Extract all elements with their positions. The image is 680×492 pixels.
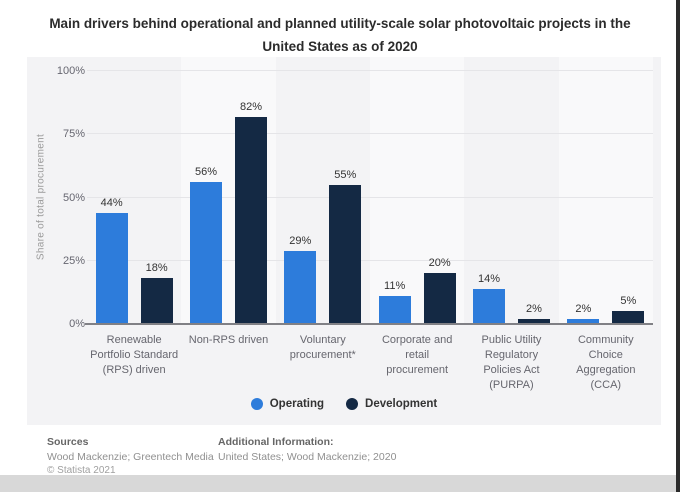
y-axis-title: Share of total procurement [35, 133, 47, 261]
bar-column: 55% [329, 168, 362, 324]
y-tick-label: 0% [69, 318, 85, 330]
gridline [87, 133, 653, 135]
bar-value-label: 55% [334, 168, 357, 181]
footer-additional-block: Additional Information: United States; W… [218, 436, 396, 476]
legend-label: Operating [269, 398, 325, 410]
bar-development [140, 278, 173, 324]
y-tick-label: 25% [62, 254, 85, 267]
bar-operating [189, 182, 222, 324]
bar-group: 14% 2% [464, 71, 558, 324]
bar-development [517, 318, 550, 324]
gridline [87, 196, 653, 198]
bar-operating [284, 250, 317, 324]
bar-value-label: 44% [100, 196, 123, 209]
bar-development [234, 116, 267, 324]
operating-legend-dot-icon [250, 398, 263, 410]
bar-value-label: 56% [194, 166, 217, 179]
bar-group: 29% 55% [276, 71, 370, 324]
bar-column: 2% [517, 302, 550, 324]
y-tick-label: 75% [62, 128, 85, 141]
bar-column: 20% [423, 257, 456, 324]
bar-column: 18% [140, 262, 173, 324]
chart-panel: Share of total procurement 0% 25% 50% 75% 10… [27, 57, 661, 425]
x-axis-label: Corporate and retail procurement [381, 334, 453, 376]
footer-sources-block: Sources Wood Mackenzie; Greentech Media … [47, 436, 218, 476]
bar-development [612, 311, 645, 324]
bar-development [423, 273, 456, 324]
legend-item-operating: Operating [250, 398, 325, 410]
bar-value-label: 82% [239, 100, 262, 113]
additional-info-label: Additional Information: [218, 436, 334, 448]
bar-column: 14% [472, 272, 505, 324]
legend-label: Development [365, 398, 438, 410]
bar-value-label: 11% [384, 280, 406, 293]
window-right-edge [676, 0, 680, 492]
gridline [87, 259, 653, 261]
bar-column: 29% [284, 234, 317, 324]
bar-column: 44% [95, 196, 128, 324]
bar-development [329, 184, 362, 324]
bar-value-label: 5% [620, 295, 637, 308]
y-tick-label: 100% [56, 65, 85, 77]
bar-column: 11% [378, 280, 411, 324]
bottom-edge-strip [0, 475, 680, 492]
x-axis-label: Community Choice Aggregation (CCA) [576, 334, 636, 391]
bar-groups: 44% 18% 56% 82% 29% 55% 11% 20% 14% 2% 2% 5% [87, 71, 653, 324]
copyright-text: © Statista 2021 [47, 465, 116, 476]
bar-value-label: 14% [477, 272, 500, 285]
category-band [558, 57, 653, 324]
x-axis-label: Voluntary procurement* [289, 334, 356, 361]
footer: Sources Wood Mackenzie; Greentech Media … [47, 436, 396, 476]
bar-column: 82% [234, 100, 267, 324]
bar-value-label: 2% [526, 302, 542, 315]
bar-group: 2% 5% [559, 71, 653, 324]
x-axis-label: Renewable Portfolio Standard (RPS) drive… [90, 334, 179, 376]
bar-operating [95, 212, 128, 324]
bar-group: 11% 20% [370, 71, 464, 324]
additional-info-text: United States; Wood Mackenzie; 2020 [218, 451, 397, 463]
bar-value-label: 18% [145, 262, 168, 275]
gridline [87, 70, 653, 71]
x-axis-label: Public Utility Regulatory Policies Act (… [481, 334, 542, 391]
bar-operating [472, 288, 505, 324]
bar-value-label: 2% [575, 302, 592, 315]
x-axis-line [85, 323, 653, 325]
sources-text: Wood Mackenzie; Greentech Media [47, 451, 214, 463]
x-axis-label: Non-RPS driven [188, 334, 269, 346]
y-tick-label: 50% [62, 191, 85, 204]
bar-value-label: 29% [289, 234, 312, 247]
bar-column: 2% [567, 302, 600, 324]
chart-title: Main drivers behind operational and plan… [49, 16, 631, 54]
legend: Operating Development [27, 398, 661, 410]
x-axis: Renewable Portfolio Standard (RPS) drive… [87, 333, 653, 392]
bar-value-label: 20% [428, 257, 451, 270]
sources-label: Sources [47, 436, 89, 448]
plot-area: 44% 18% 56% 82% 29% 55% 11% 20% 14% 2% 2% 5% [85, 57, 653, 325]
legend-item-development: Development [346, 398, 437, 410]
bar-group: 44% 18% [87, 71, 181, 324]
bar-operating [378, 296, 411, 324]
bar-column: 5% [612, 295, 645, 324]
y-axis: 0% 25% 50% 75% 100% [47, 65, 85, 330]
development-legend-dot-icon [346, 398, 359, 410]
bar-operating [567, 318, 600, 324]
bar-column: 56% [189, 166, 222, 324]
bar-group: 56% 82% [181, 71, 275, 324]
